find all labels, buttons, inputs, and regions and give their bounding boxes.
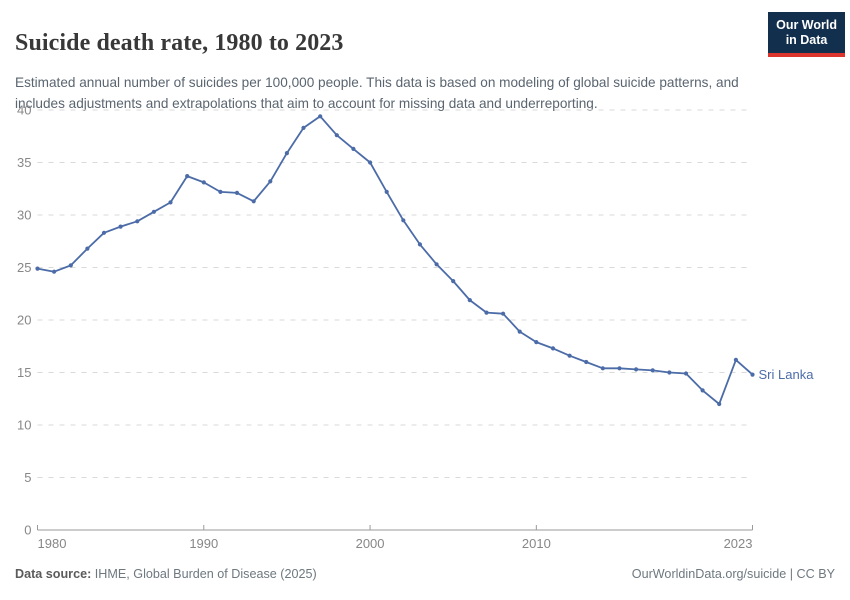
data-point-1999[interactable]	[351, 146, 356, 151]
data-point-1995[interactable]	[284, 151, 289, 156]
data-point-1997[interactable]	[318, 114, 323, 119]
data-point-2009[interactable]	[517, 329, 522, 334]
data-source: Data source: IHME, Global Burden of Dise…	[15, 567, 317, 581]
chart-subtitle: Estimated annual number of suicides per …	[15, 74, 739, 111]
data-point-1987[interactable]	[151, 209, 156, 214]
data-point-1996[interactable]	[301, 125, 306, 130]
owid-logo-line1: Our World	[776, 18, 837, 32]
y-tick-label-25: 25	[17, 260, 31, 275]
chart-title: Suicide death rate, 1980 to 2023	[15, 30, 344, 57]
data-point-2008[interactable]	[501, 311, 506, 316]
data-point-2014[interactable]	[600, 366, 605, 371]
data-point-1984[interactable]	[101, 230, 107, 235]
y-tick-label-10: 10	[17, 418, 31, 433]
line-chart-svg[interactable]: 0 5 10 15 20 25 30 35 40 1980 1990 2000 2010 2023 Sri …	[0, 95, 850, 565]
y-tick-label-0: 0	[24, 523, 31, 538]
data-point-2006[interactable]	[467, 298, 472, 303]
y-tick-label-40: 40	[17, 103, 31, 118]
data-point-1986[interactable]	[135, 219, 140, 224]
data-point-2015[interactable]	[617, 366, 622, 371]
data-point-1998[interactable]	[334, 133, 339, 138]
data-point-2020[interactable]	[700, 388, 705, 393]
data-point-1988[interactable]	[168, 200, 173, 205]
series-line-sri-lanka	[36, 115, 754, 405]
data-point-2016[interactable]	[634, 367, 639, 372]
data-point-1983[interactable]	[85, 246, 90, 251]
data-point-1990[interactable]	[201, 180, 206, 185]
data-point-2001[interactable]	[384, 189, 389, 194]
data-point-1994[interactable]	[268, 179, 273, 184]
chart-footer: Data source: IHME, Global Burden of Dise…	[15, 567, 835, 581]
x-tick-label-2010: 2010	[522, 536, 551, 551]
data-point-2018[interactable]	[667, 370, 672, 375]
data-point-1992[interactable]	[234, 190, 240, 195]
data-point-1989[interactable]	[185, 174, 190, 179]
data-point-2010[interactable]	[534, 340, 539, 345]
x-tick-label-2000: 2000	[356, 536, 385, 551]
data-point-2005[interactable]	[451, 279, 456, 284]
x-tick-label-1980: 1980	[38, 536, 67, 551]
line-chart[interactable]: 0 5 10 15 20 25 30 35 40 1980 1990 2000 2010 2023 Sri …	[0, 95, 850, 565]
owid-logo[interactable]: Our World in Data	[768, 12, 845, 57]
y-tick-label-35: 35	[17, 155, 31, 170]
data-point-1980[interactable]	[35, 266, 40, 271]
data-point-2004[interactable]	[434, 262, 439, 267]
y-tick-label-15: 15	[17, 365, 31, 380]
data-source-label: Data source:	[15, 567, 92, 581]
data-point-2017[interactable]	[650, 368, 655, 373]
y-tick-label-5: 5	[24, 470, 31, 485]
data-point-2011[interactable]	[550, 346, 556, 351]
owid-logo-line2: in Data	[785, 33, 828, 47]
data-source-text: IHME, Global Burden of Disease (2025)	[91, 567, 317, 581]
data-point-1993[interactable]	[251, 199, 256, 204]
data-point-2002[interactable]	[401, 218, 406, 223]
data-point-1985[interactable]	[118, 224, 123, 229]
y-tick-label-20: 20	[17, 313, 31, 328]
x-tick-label-1990: 1990	[189, 536, 218, 551]
data-point-2000[interactable]	[368, 160, 373, 165]
data-point-2012[interactable]	[567, 353, 572, 358]
data-point-2023[interactable]	[750, 372, 755, 377]
data-point-2021[interactable]	[717, 401, 722, 407]
x-tick-label-2023: 2023	[724, 536, 753, 551]
data-point-2019[interactable]	[683, 371, 689, 376]
series-end-label[interactable]: Sri Lanka	[759, 367, 815, 382]
data-point-1982[interactable]	[68, 263, 73, 268]
data-point-1991[interactable]	[218, 189, 223, 194]
data-point-2022[interactable]	[733, 357, 739, 362]
data-point-2007[interactable]	[484, 310, 489, 315]
data-point-2013[interactable]	[584, 359, 589, 365]
y-tick-label-30: 30	[17, 208, 31, 223]
credit-link[interactable]: OurWorldinData.org/suicide | CC BY	[631, 567, 835, 581]
data-point-1981[interactable]	[52, 269, 57, 274]
data-point-2003[interactable]	[417, 242, 422, 247]
